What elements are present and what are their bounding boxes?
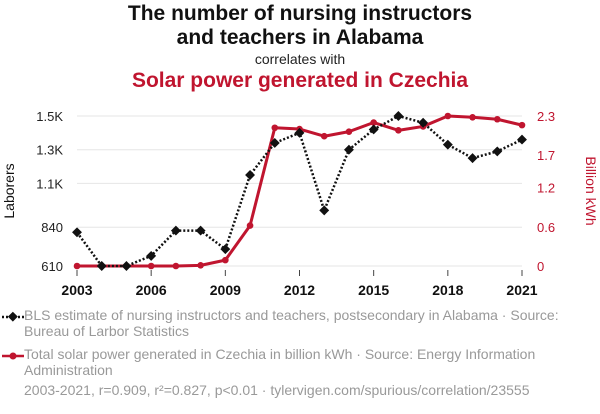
- series-laborers-point: [72, 227, 82, 238]
- series-solar-point: [320, 132, 328, 140]
- series-solar-point: [147, 262, 155, 270]
- series-laborers-point: [368, 124, 379, 135]
- footer-stats: 2003-2021, r=0.909, r²=0.827, p<0.01 · t…: [24, 382, 530, 398]
- legend-marker-solid-circle: [2, 352, 24, 360]
- left-axis-label: Laborers: [1, 163, 17, 218]
- series-laborers-point: [319, 205, 330, 216]
- series-laborers-point: [294, 127, 305, 138]
- series-solar-point: [345, 128, 353, 135]
- series-solar-point: [469, 114, 476, 121]
- left-tick-label: 840: [41, 220, 63, 235]
- right-tick-label: 2.3: [537, 109, 555, 124]
- x-tick-label: 2003: [61, 282, 92, 298]
- series-laborers-point: [170, 225, 181, 236]
- series-laborers-point: [269, 138, 280, 148]
- left-tick-label: 610: [41, 259, 63, 274]
- series-solar-point: [222, 256, 229, 264]
- series-solar-point: [518, 121, 526, 129]
- series-solar-point: [444, 112, 452, 120]
- left-tick-label: 1.3K: [36, 143, 63, 158]
- right-axis-label: Billion kWh: [583, 156, 599, 225]
- series-laborers-point: [220, 244, 231, 255]
- series-laborers-point: [195, 225, 206, 236]
- right-tick-label: 0: [537, 259, 544, 274]
- series-laborers-line: [75, 114, 523, 268]
- series-solar-point: [197, 262, 204, 269]
- series-solar-point: [370, 119, 377, 126]
- legend-text-series1: BLS estimate of nursing instructors and …: [24, 307, 559, 339]
- series-laborers-point: [343, 144, 354, 155]
- left-tick-label: 1.1K: [36, 176, 63, 191]
- series-laborers-point: [492, 146, 503, 157]
- x-tick-label: 2021: [506, 282, 537, 298]
- right-tick-label: 0.6: [537, 220, 555, 235]
- series-solar-point: [493, 115, 501, 123]
- series-laborers-point: [467, 153, 478, 164]
- chart-title-line1: The number of nursing instructors: [127, 2, 473, 25]
- legend-marker-dotted-diamond: [2, 311, 24, 322]
- x-tick-label: 2012: [284, 282, 315, 298]
- x-axis-ticks: 2003 2006 2009 2012 2015 2018 2021: [61, 270, 538, 298]
- x-tick-label: 2018: [432, 282, 463, 298]
- series-solar-point: [395, 127, 402, 134]
- series-laborers-point: [121, 261, 132, 271]
- correlates-with-text: correlates with: [254, 51, 346, 67]
- right-tick-label: 1.2: [537, 181, 555, 196]
- right-axis-ticks: 0 0.6 1.2 1.7 2.3: [537, 109, 555, 274]
- series-laborers-point: [146, 250, 157, 261]
- x-tick-label: 2015: [358, 282, 389, 298]
- series-solar-point: [271, 124, 279, 132]
- series-solar-point: [246, 222, 254, 229]
- gridlines: [77, 115, 522, 267]
- series-solar-point: [73, 262, 81, 270]
- series-solar-line: [77, 114, 523, 268]
- chart-subtitle: Solar power generated in Czechia: [131, 69, 469, 92]
- series-group: [72, 111, 527, 271]
- legend-text-series2: Total solar power generated in Czechia i…: [24, 346, 536, 378]
- series-solar-point: [172, 262, 180, 270]
- left-axis-ticks: 610 840 1.1K 1.3K 1.5K: [36, 109, 63, 274]
- chart-title-line2: and teachers in Alabama: [176, 26, 424, 49]
- series-laborers-point: [442, 139, 453, 150]
- series-laborers-point: [245, 170, 256, 180]
- x-tick-label: 2009: [210, 282, 241, 298]
- x-tick-label: 2006: [136, 282, 167, 298]
- series-laborers-point: [517, 134, 527, 145]
- left-tick-label: 1.5K: [36, 109, 63, 124]
- series-laborers-point: [393, 111, 404, 121]
- right-tick-label: 1.7: [537, 148, 555, 163]
